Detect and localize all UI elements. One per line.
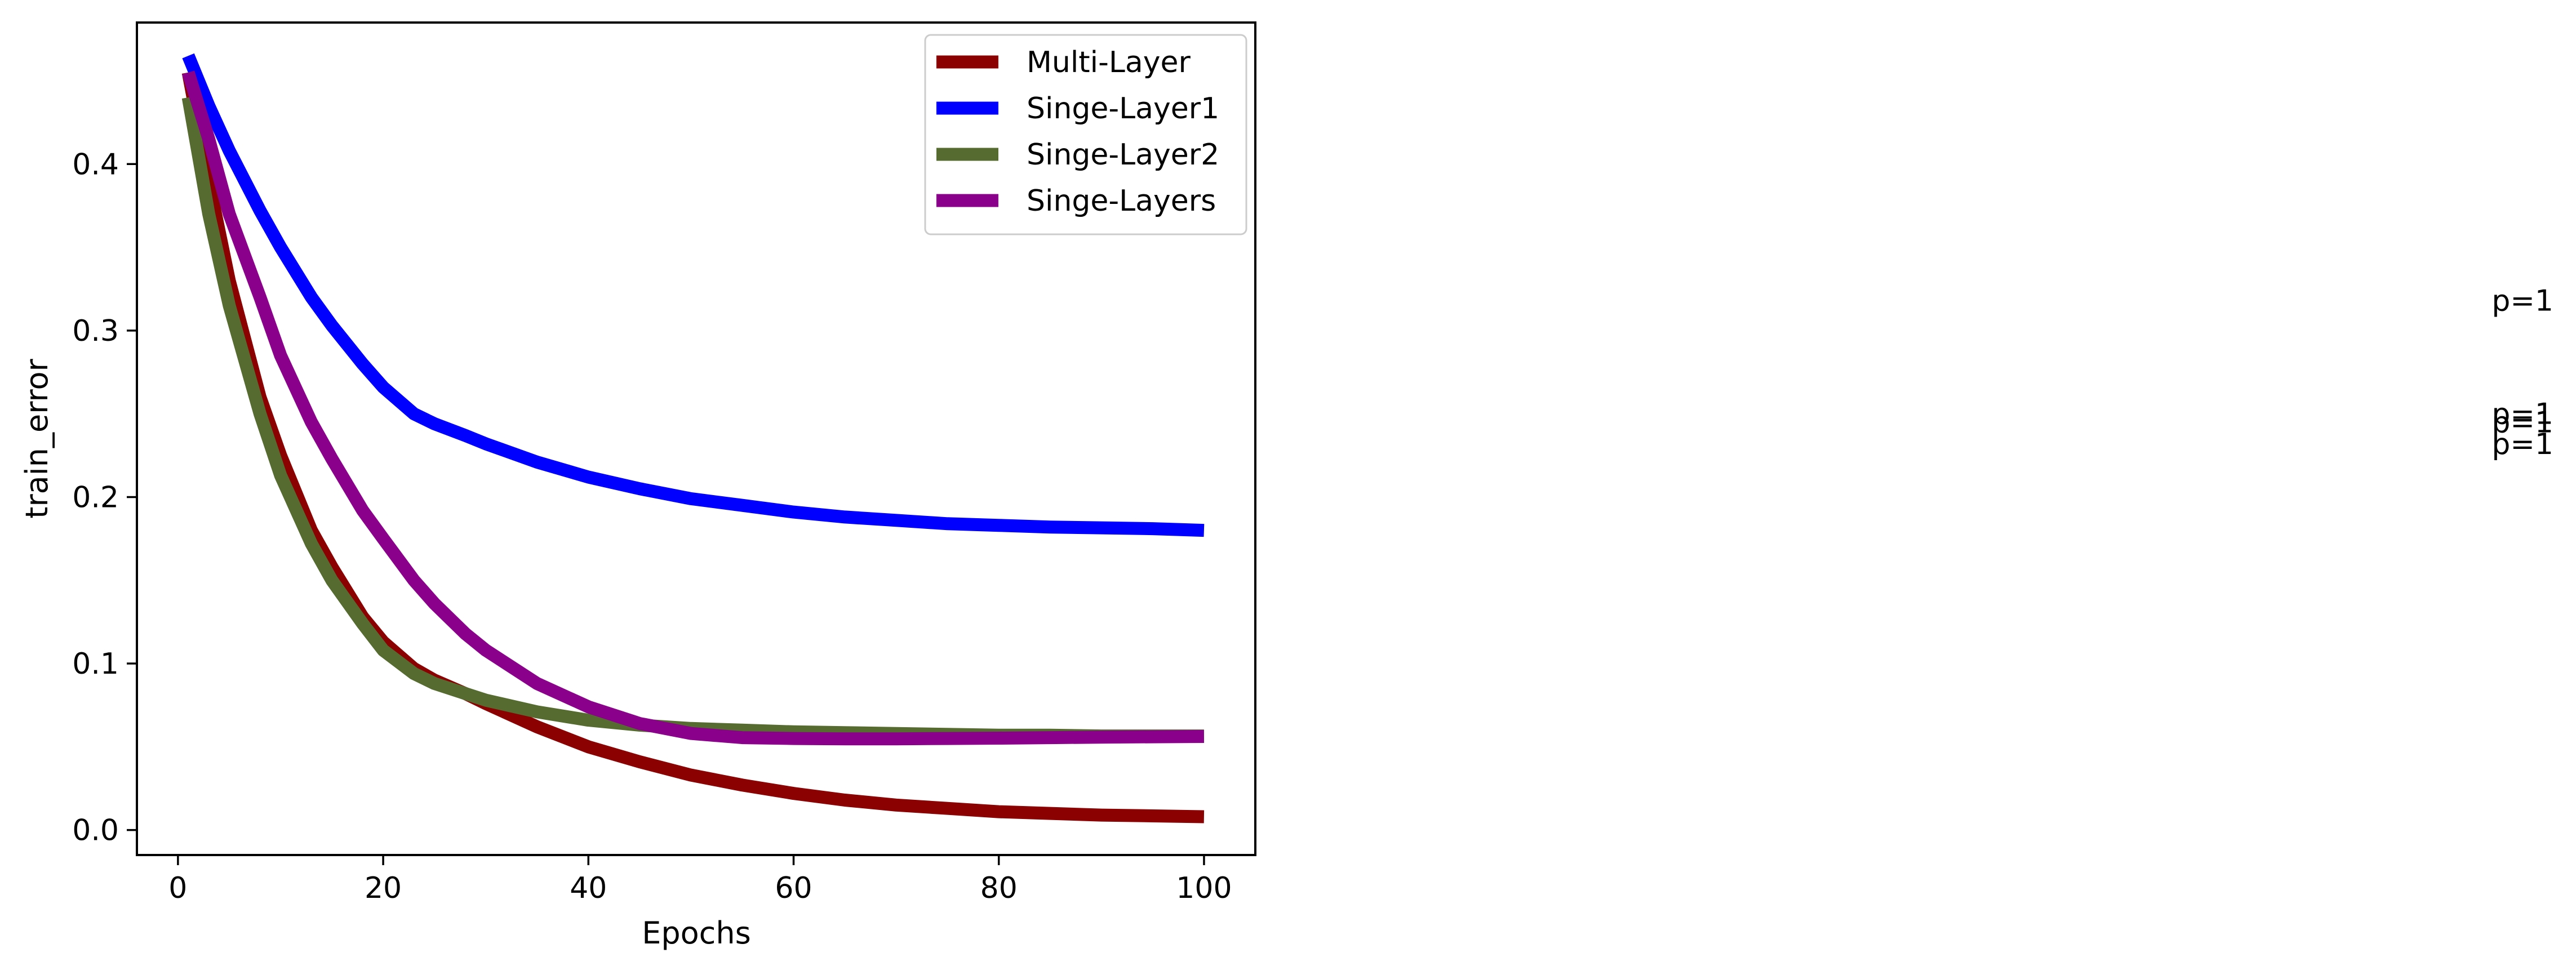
legend-label: Singe-Layer1 bbox=[1027, 92, 1219, 126]
legend-label: Singe-Layers bbox=[1027, 184, 1216, 218]
annotations: p=1p=1p=1p=1 bbox=[2491, 284, 2553, 461]
y-tick-label: 0.0 bbox=[72, 814, 119, 848]
y-tick-label: 0.1 bbox=[72, 647, 119, 681]
x-tick-label: 100 bbox=[1176, 871, 1232, 905]
annotation-label: p=1 bbox=[2491, 406, 2553, 439]
y-tick-label: 0.4 bbox=[72, 148, 119, 181]
y-axis-label: train_error bbox=[19, 358, 55, 518]
legend-label: Singe-Layer2 bbox=[1027, 138, 1219, 172]
legend-box bbox=[924, 34, 1247, 235]
x-tick-label: 60 bbox=[775, 871, 812, 905]
series-line-2 bbox=[182, 53, 1205, 537]
annotation-label: p=1 bbox=[2491, 398, 2553, 431]
x-tick-label: 0 bbox=[168, 871, 187, 905]
x-tick-label: 40 bbox=[570, 871, 607, 905]
legend-label: Multi-Layer bbox=[1027, 46, 1191, 79]
x-axis-label: Epochs bbox=[642, 915, 750, 951]
y-tick-label: 0.2 bbox=[72, 480, 119, 514]
legend: Multi-Layer Singe-Layer1 Singe-Layer2 Singe… bbox=[924, 34, 1247, 235]
y-tick-label: 0.3 bbox=[72, 314, 119, 348]
x-tick-label: 20 bbox=[365, 871, 402, 905]
x-tick-label: 80 bbox=[980, 871, 1018, 905]
annotation-label: p=1 bbox=[2491, 428, 2553, 461]
y-axis: 0.0 0.1 0.2 0.3 0.4 bbox=[72, 148, 137, 848]
x-axis: 0 20 40 60 80 100 bbox=[168, 855, 1232, 905]
series-lines bbox=[181, 53, 1205, 823]
annotation-label: p=1 bbox=[2491, 284, 2553, 318]
plot-frame bbox=[136, 21, 1256, 856]
series-line-4 bbox=[182, 70, 1204, 746]
series-line-1 bbox=[181, 71, 1205, 823]
